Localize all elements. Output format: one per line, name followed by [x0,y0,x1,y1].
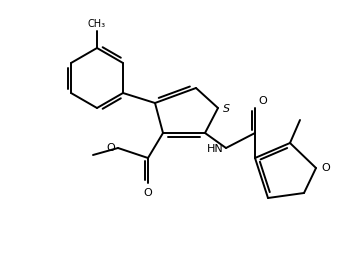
Text: O: O [106,143,115,153]
Text: O: O [321,163,330,173]
Text: O: O [258,96,267,106]
Text: S: S [223,104,230,114]
Text: HN: HN [207,144,224,154]
Text: O: O [144,188,153,198]
Text: CH₃: CH₃ [88,19,106,29]
